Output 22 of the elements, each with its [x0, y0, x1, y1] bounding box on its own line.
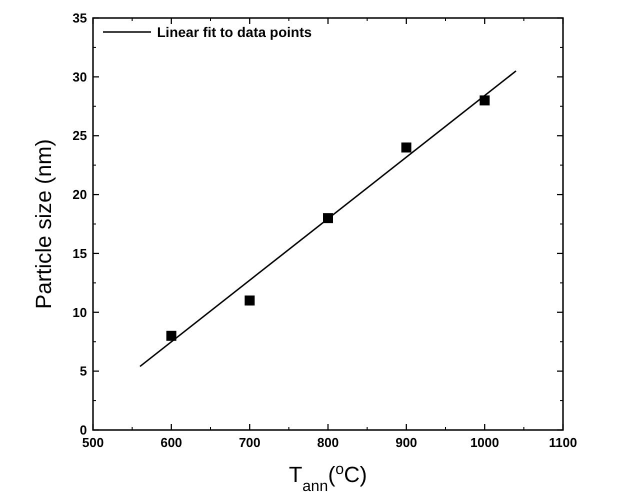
y-tick-label: 5 — [80, 364, 87, 379]
point — [166, 330, 176, 341]
y-tick-label: 10 — [72, 304, 87, 320]
x-tick-label: 900 — [395, 435, 418, 450]
legend-label: Linear fit to data points — [157, 24, 312, 40]
x-tick-label: 500 — [82, 435, 104, 450]
x-tick-label: 1100 — [548, 435, 578, 450]
y-axis-title: Particle size (nm) — [31, 139, 56, 309]
x-tick-label: 800 — [317, 435, 339, 450]
x-tick-label: 1000 — [470, 435, 500, 450]
x-tick-label: 700 — [238, 435, 261, 450]
y-tick-label: 0 — [80, 422, 87, 438]
y-tick-label: 30 — [72, 69, 87, 84]
point — [480, 95, 490, 106]
point — [244, 296, 255, 306]
y-tick-label: 35 — [72, 10, 87, 26]
x-axis-title: T$_{ann}$($^{o}$C) — [288, 460, 368, 494]
y-tick-label: 20 — [72, 187, 87, 202]
y-tick-label: 25 — [72, 128, 87, 144]
y-tick-label: 15 — [72, 246, 87, 261]
x-tick-label: 600 — [160, 435, 182, 450]
point — [401, 142, 412, 152]
